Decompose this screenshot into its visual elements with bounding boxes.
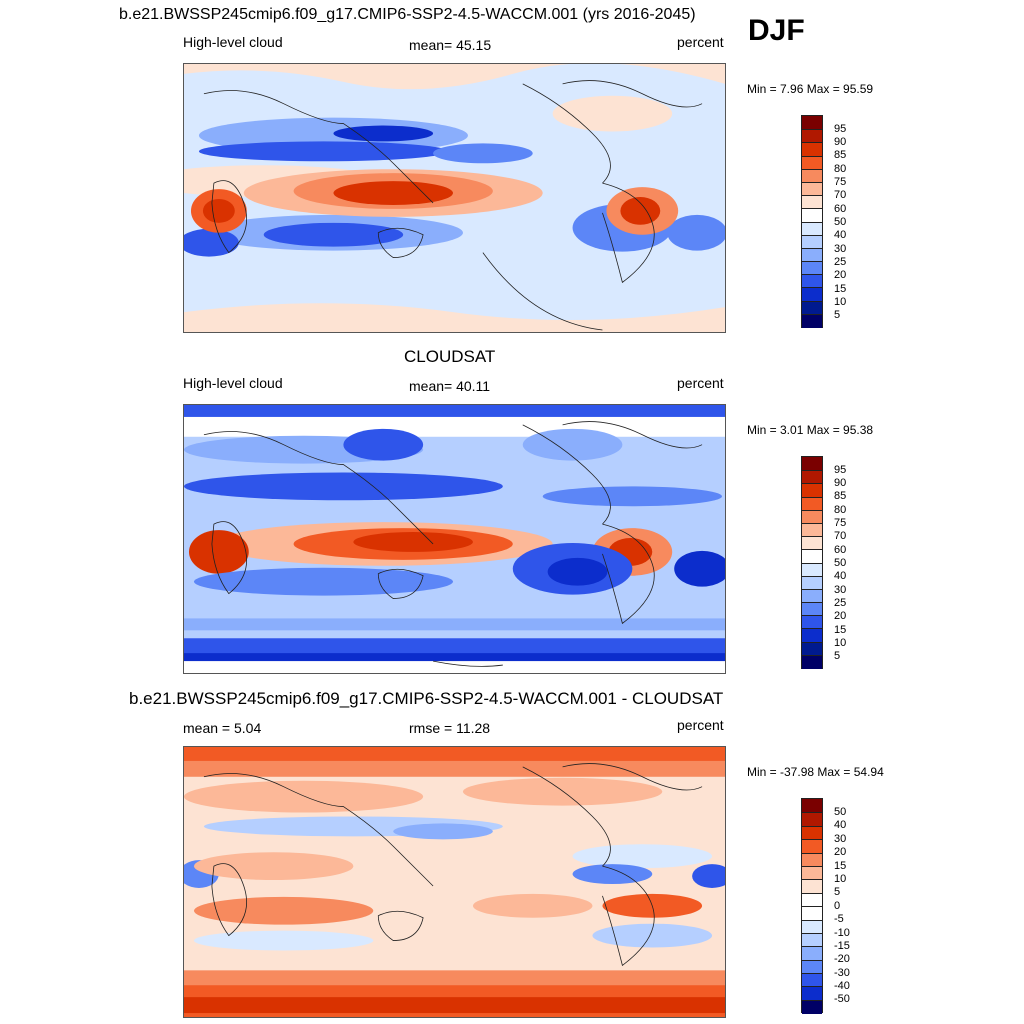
- colorbar-label: -10: [834, 927, 850, 939]
- map-plot: [183, 63, 726, 333]
- colorbar-label: 75: [834, 176, 847, 188]
- colorbar-label: -15: [834, 940, 850, 952]
- cloud-map-diff: [184, 747, 725, 1017]
- units-label: percent: [677, 717, 724, 733]
- colorbar: [801, 456, 823, 669]
- colorbar-label: 0: [834, 900, 841, 912]
- colorbar-label: 60: [834, 544, 847, 556]
- variable-label: High-level cloud: [183, 34, 283, 50]
- colorbar-label: 75: [834, 517, 847, 529]
- colorbar-label: 30: [834, 243, 847, 255]
- colorbar-label: 5: [834, 886, 841, 898]
- panel-title: b.e21.BWSSP245cmip6.f09_g17.CMIP6-SSP2-4…: [129, 689, 724, 708]
- colorbar-label: 30: [834, 584, 847, 596]
- rmse-label: rmse = 11.28: [409, 720, 491, 736]
- minmax-label: Min = 3.01 Max = 95.38: [747, 423, 874, 437]
- units-label: percent: [677, 34, 724, 50]
- colorbar-label: 80: [834, 163, 847, 175]
- panel-title: b.e21.BWSSP245cmip6.f09_g17.CMIP6-SSP2-4…: [119, 6, 696, 23]
- panel-title: CLOUDSAT: [404, 347, 496, 366]
- colorbar-label: 85: [834, 490, 847, 502]
- colorbar-label: 50: [834, 216, 847, 228]
- colorbar-label: 5: [834, 650, 841, 662]
- colorbar-label: 20: [834, 610, 847, 622]
- mean-label: mean= 40.11: [409, 378, 491, 394]
- colorbar-label: 5: [834, 309, 841, 321]
- colorbar-label: 25: [834, 597, 847, 609]
- colorbar-label: 10: [834, 637, 847, 649]
- colorbar-label: 70: [834, 189, 847, 201]
- colorbar-label: 50: [834, 557, 847, 569]
- minmax-label: Min = 7.96 Max = 95.59: [747, 82, 874, 96]
- units-label: percent: [677, 375, 724, 391]
- colorbar-label: 15: [834, 624, 847, 636]
- colorbar-label: -30: [834, 967, 850, 979]
- colorbar-label: 20: [834, 269, 847, 281]
- colorbar-label: 20: [834, 846, 847, 858]
- colorbar-label: 30: [834, 833, 847, 845]
- colorbar-label: 85: [834, 149, 847, 161]
- colorbar-label: 40: [834, 570, 847, 582]
- colorbar: [801, 798, 823, 1015]
- map-plot: [183, 404, 726, 674]
- colorbar-label: 40: [834, 819, 847, 831]
- colorbar-label: 70: [834, 530, 847, 542]
- mean-label: mean= 45.15: [409, 37, 492, 53]
- colorbar-label: -50: [834, 993, 850, 1005]
- colorbar-label: 15: [834, 860, 847, 872]
- colorbar-label: 50: [834, 806, 847, 818]
- map-plot: [183, 746, 726, 1018]
- colorbar-label: 15: [834, 283, 847, 295]
- colorbar: [801, 115, 823, 328]
- season-label: DJF: [748, 14, 805, 47]
- colorbar-label: -20: [834, 953, 850, 965]
- minmax-label: Min = -37.98 Max = 54.94: [747, 765, 884, 779]
- colorbar-label: 10: [834, 873, 847, 885]
- variable-label: High-level cloud: [183, 375, 283, 391]
- colorbar-label: 80: [834, 504, 847, 516]
- colorbar-label: 90: [834, 136, 847, 148]
- colorbar-label: 40: [834, 229, 847, 241]
- colorbar-label: -40: [834, 980, 850, 992]
- colorbar-label: 10: [834, 296, 847, 308]
- mean-label: mean = 5.04: [183, 720, 262, 736]
- colorbar-label: -5: [834, 913, 844, 925]
- colorbar-label: 90: [834, 477, 847, 489]
- colorbar-label: 25: [834, 256, 847, 268]
- cloud-map-obs: [184, 405, 725, 673]
- cloud-map-model: [184, 64, 725, 332]
- colorbar-label: 60: [834, 203, 847, 215]
- colorbar-label: 95: [834, 123, 847, 135]
- colorbar-label: 95: [834, 464, 847, 476]
